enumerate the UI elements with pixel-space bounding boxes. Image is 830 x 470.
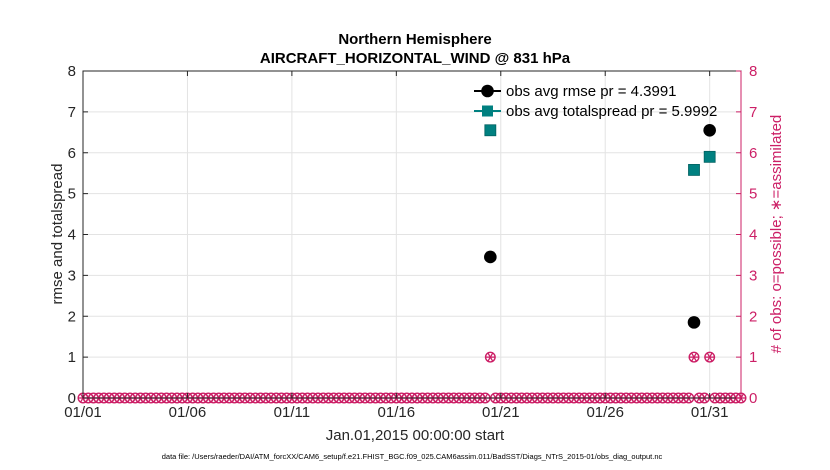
chart-title-line1: Northern Hemisphere (338, 31, 491, 48)
rmse-point (484, 250, 497, 264)
y-tick-label-right: 2 (749, 308, 757, 325)
y-axis-label-left: rmse and totalspread (49, 164, 66, 305)
y-tick-label-right: 7 (749, 104, 757, 121)
y-tick-label-left: 4 (68, 227, 76, 244)
grid-layer (82, 71, 741, 398)
obs-count-point (688, 351, 700, 363)
x-tick-label: 01/21 (482, 404, 520, 421)
legend-label-rmse: obs avg rmse pr = 4.3991 (506, 83, 677, 100)
obs-count-point (704, 351, 716, 363)
x-tick-label: 01/06 (169, 404, 207, 421)
spread-point (688, 164, 700, 176)
y-tick-label-right: 0 (749, 390, 757, 407)
y-tick-label-left: 5 (68, 186, 76, 203)
obs-count-point (484, 351, 496, 363)
spread-point (703, 150, 716, 163)
y-tick-label-right: 4 (749, 227, 757, 244)
x-axis-label: Jan.01,2015 00:00:00 start (326, 427, 505, 444)
y-tick-label-left: 7 (68, 104, 76, 121)
y-tick-label-left: 2 (68, 308, 76, 325)
x-tick-label: 01/16 (378, 404, 416, 421)
y-tick-label-left: 6 (68, 145, 76, 162)
legend-marker-rmse (481, 84, 494, 98)
axis-layer: 01/01 01/06 01/11 01/16 01/21 01/26 01/31 0 1 2 3 4… (64, 63, 757, 421)
y-tick-label-right: 1 (749, 349, 757, 366)
data-file-footer: data file: /Users/raeder/DAI/ATM_forcXX/… (162, 452, 663, 461)
spread-point (484, 124, 497, 137)
rmse-point (687, 316, 701, 329)
y-tick-label-right: 6 (749, 145, 757, 162)
y-tick-label-left: 8 (68, 63, 76, 80)
y-tick-label-right: 5 (749, 186, 757, 203)
x-tick-label: 01/26 (586, 404, 624, 421)
marks-layer (77, 123, 747, 404)
rmse-point (703, 123, 716, 137)
y-tick-label-left: 3 (68, 267, 76, 284)
x-tick-label: 01/31 (691, 404, 729, 421)
chart-title-line2: AIRCRAFT_HORIZONTAL_WIND @ 831 hPa (260, 50, 571, 67)
y-tick-label-right: 8 (749, 63, 757, 80)
legend-label-spread: obs avg totalspread pr = 5.9992 (506, 103, 717, 120)
legend: obs avg rmse pr = 4.3991 obs avg totalspr… (474, 83, 717, 120)
y-tick-label-left: 0 (68, 390, 76, 407)
y-axis-label-right: # of obs: o=possible; ∗=assimilated (768, 115, 785, 354)
x-tick-label: 01/01 (64, 404, 102, 421)
legend-marker-spread (482, 105, 493, 117)
x-tick-label: 01/11 (274, 404, 310, 421)
y-tick-label-right: 3 (749, 267, 757, 284)
y-tick-label-left: 1 (68, 349, 76, 366)
